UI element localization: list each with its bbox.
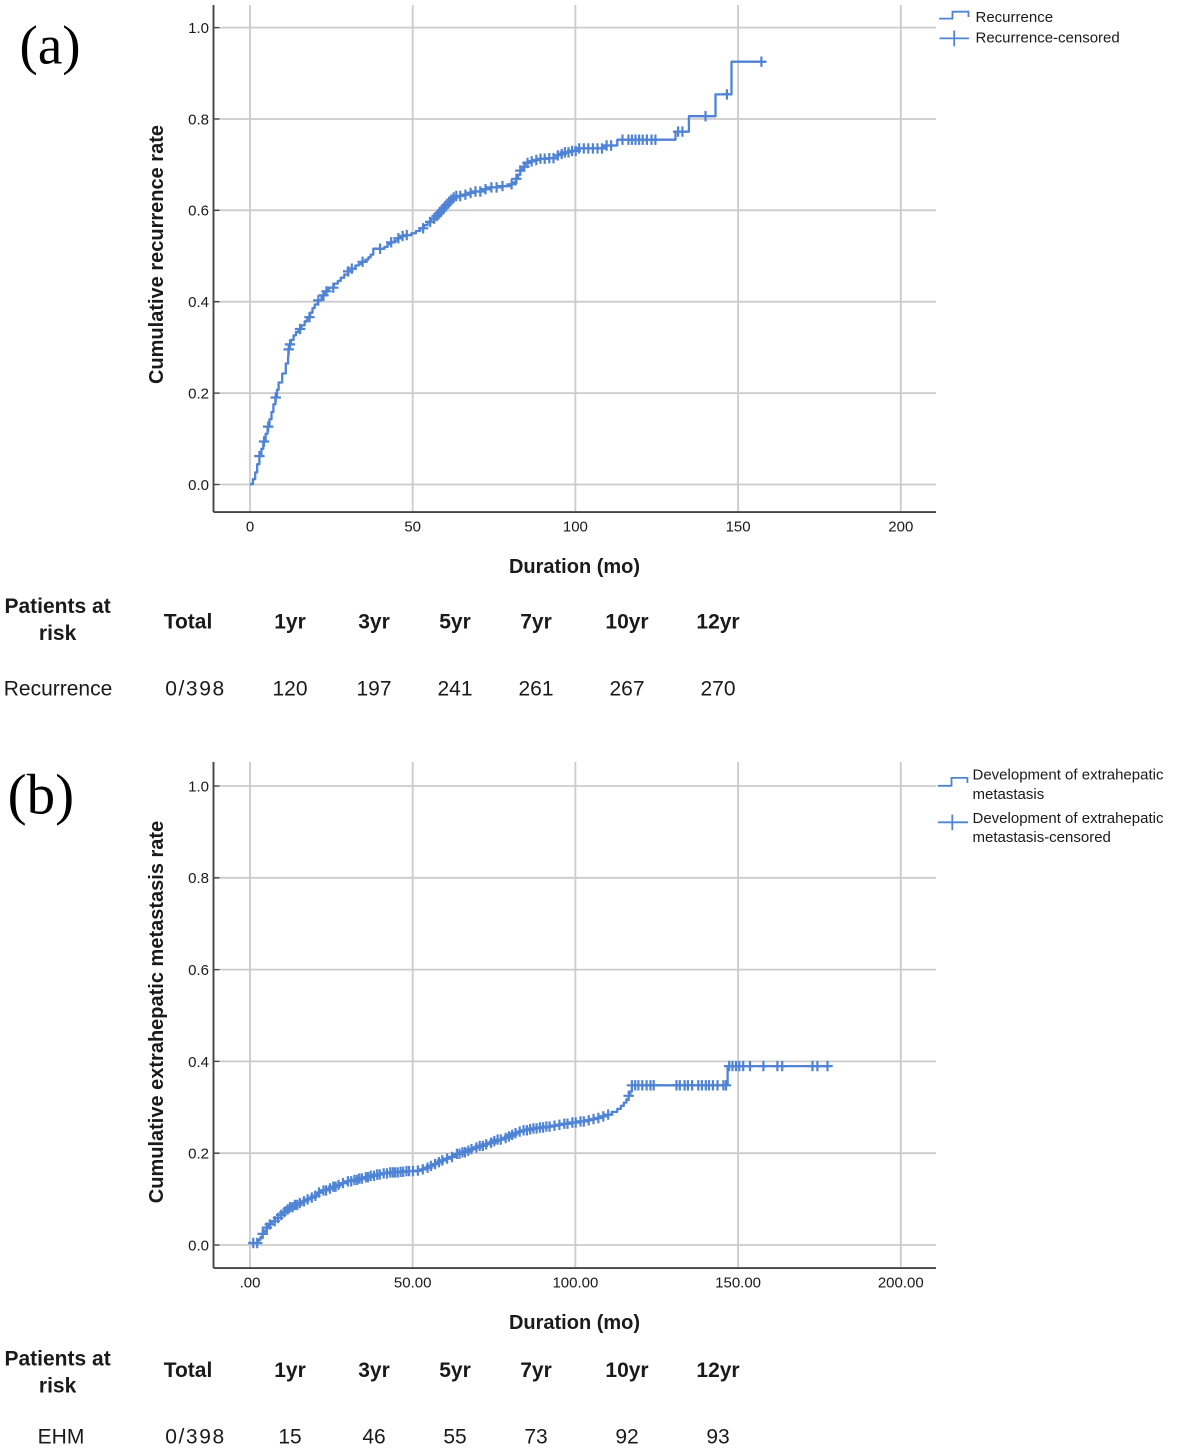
svg-text:EHM: EHM: [38, 1426, 85, 1449]
svg-text:Patients at: Patients at: [4, 1348, 110, 1371]
svg-text:0.0: 0.0: [188, 1237, 209, 1254]
svg-text:Recurrence: Recurrence: [4, 678, 113, 701]
svg-text:120: 120: [272, 678, 307, 701]
svg-text:5yr: 5yr: [439, 1359, 471, 1382]
svg-text:risk: risk: [39, 622, 77, 645]
svg-text:0.6: 0.6: [188, 203, 209, 220]
svg-text:0.8: 0.8: [188, 111, 209, 128]
svg-text:0.2: 0.2: [188, 386, 209, 403]
svg-text:metastasis-censored: metastasis-censored: [973, 829, 1111, 846]
svg-text:241: 241: [437, 678, 472, 701]
svg-text:0.0: 0.0: [188, 477, 209, 494]
svg-text:Total: Total: [164, 611, 213, 634]
svg-text:1yr: 1yr: [274, 1359, 306, 1382]
svg-text:150: 150: [726, 519, 751, 536]
svg-text:12yr: 12yr: [696, 1359, 739, 1382]
svg-text:100.00: 100.00: [552, 1275, 598, 1292]
svg-text:Recurrence: Recurrence: [976, 9, 1054, 26]
svg-text:1.0: 1.0: [188, 20, 209, 37]
svg-text:0/398: 0/398: [165, 1426, 226, 1449]
svg-text:1.0: 1.0: [188, 778, 209, 795]
svg-text:Patients at: Patients at: [4, 595, 110, 618]
svg-text:Cumulative extrahepatic metast: Cumulative extrahepatic metastasis rate: [146, 821, 168, 1203]
svg-text:0.4: 0.4: [188, 1054, 209, 1071]
svg-text:7yr: 7yr: [520, 611, 552, 634]
svg-text:10yr: 10yr: [605, 1359, 648, 1382]
svg-text:10yr: 10yr: [605, 611, 648, 634]
svg-text:50.00: 50.00: [394, 1275, 432, 1292]
svg-text:Cumulative recurrence rate: Cumulative recurrence rate: [146, 125, 168, 384]
svg-text:197: 197: [356, 678, 391, 701]
svg-text:200.00: 200.00: [878, 1275, 924, 1292]
svg-text:92: 92: [615, 1426, 638, 1449]
svg-text:270: 270: [700, 678, 735, 701]
svg-text:267: 267: [609, 678, 644, 701]
svg-text:150.00: 150.00: [715, 1275, 761, 1292]
svg-text:0.6: 0.6: [188, 962, 209, 979]
svg-text:Development of extrahepatic: Development of extrahepatic: [973, 810, 1164, 827]
svg-text:3yr: 3yr: [358, 611, 390, 634]
svg-text:200: 200: [888, 519, 913, 536]
svg-text:(a): (a): [20, 15, 81, 76]
svg-text:Recurrence-censored: Recurrence-censored: [976, 29, 1120, 46]
svg-text:0.4: 0.4: [188, 294, 209, 311]
svg-text:7yr: 7yr: [520, 1359, 552, 1382]
svg-text:15: 15: [278, 1426, 301, 1449]
svg-text:50: 50: [404, 519, 421, 536]
svg-text:93: 93: [706, 1426, 729, 1449]
svg-text:Duration (mo): Duration (mo): [509, 556, 640, 578]
svg-text:12yr: 12yr: [696, 611, 739, 634]
svg-text:100: 100: [563, 519, 588, 536]
svg-text:5yr: 5yr: [439, 611, 471, 634]
svg-text:46: 46: [362, 1426, 385, 1449]
svg-text:Duration (mo): Duration (mo): [509, 1312, 640, 1334]
svg-text:.00: .00: [240, 1275, 261, 1292]
svg-text:risk: risk: [39, 1375, 77, 1398]
svg-text:Total: Total: [164, 1359, 213, 1382]
svg-text:1yr: 1yr: [274, 611, 306, 634]
svg-text:(b): (b): [8, 764, 74, 827]
svg-text:261: 261: [518, 678, 553, 701]
svg-text:3yr: 3yr: [358, 1359, 390, 1382]
svg-text:metastasis: metastasis: [973, 786, 1045, 803]
svg-text:0/398: 0/398: [165, 678, 226, 701]
svg-text:55: 55: [443, 1426, 466, 1449]
svg-text:0.8: 0.8: [188, 870, 209, 887]
svg-text:Development of extrahepatic: Development of extrahepatic: [973, 767, 1164, 784]
svg-text:73: 73: [524, 1426, 547, 1449]
svg-text:0.2: 0.2: [188, 1146, 209, 1163]
svg-text:0: 0: [246, 519, 254, 536]
